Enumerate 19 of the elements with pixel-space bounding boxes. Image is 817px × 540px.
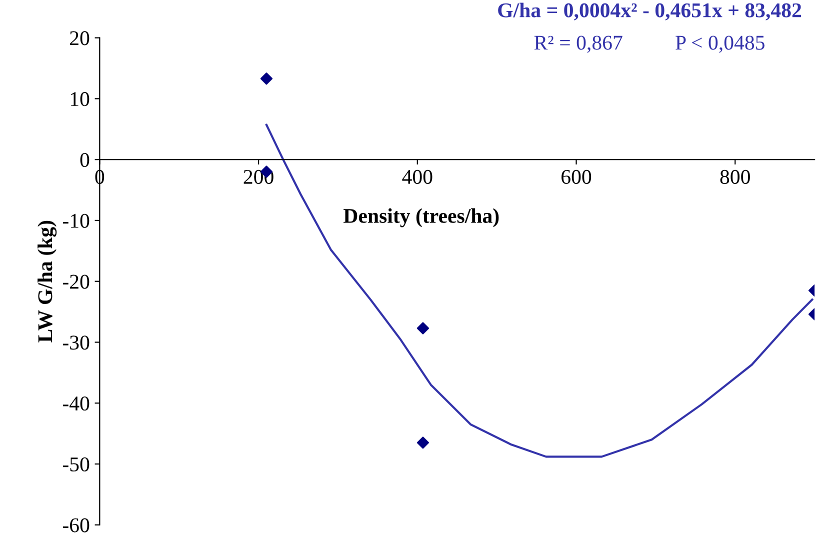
point — [416, 322, 430, 334]
point — [416, 436, 430, 449]
y-tick-label: -40 — [62, 396, 90, 411]
y-tick-label: 10 — [70, 92, 90, 106]
annotation: R² = 0,867 P < 0,0485 — [534, 36, 764, 53]
point — [260, 72, 273, 85]
x-tick-label: 400 — [402, 170, 432, 184]
y-tick-label: -30 — [62, 336, 90, 350]
y-tick-label: -20 — [62, 274, 90, 289]
y-tick-label: -60 — [62, 518, 90, 532]
y-tick-label: 20 — [70, 31, 90, 46]
y-tick-label: -50 — [62, 457, 90, 472]
x-axis-title: Density (trees/ha) — [344, 208, 499, 228]
x-tick-label: 800 — [720, 170, 750, 184]
y-tick-label: -10 — [62, 214, 90, 228]
y-axis-title: LW G/ha (kg) — [38, 220, 57, 342]
x-tick-label: 600 — [562, 170, 592, 184]
text: G/ha = 0,0004x² - 0,4651x + 83,482 — [498, 2, 802, 20]
y-tick-label: 0 — [80, 152, 90, 168]
